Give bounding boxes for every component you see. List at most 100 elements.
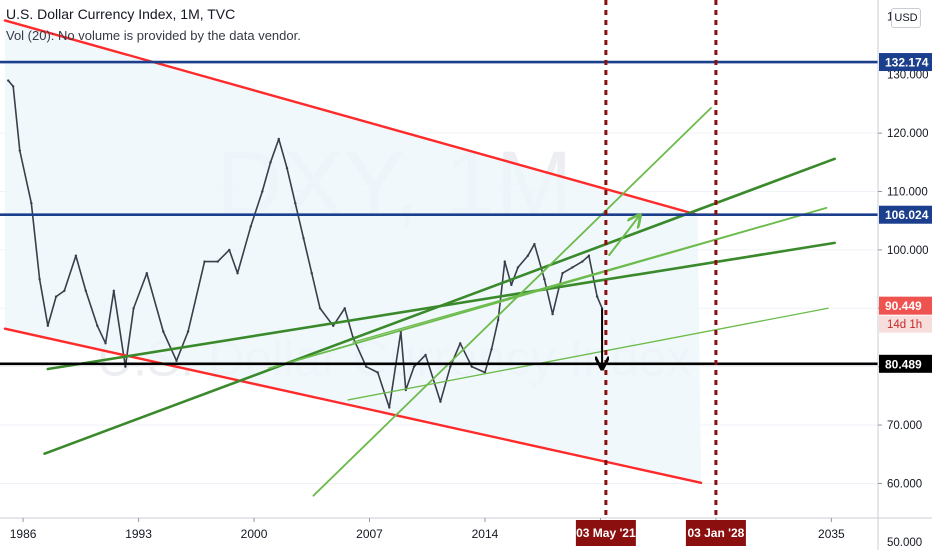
price-point	[186, 330, 190, 333]
date-marker-label-2: 03 Jan '28	[687, 526, 744, 540]
price-point	[145, 272, 149, 275]
level-label-3: 80.489	[885, 357, 922, 371]
price-point	[510, 283, 513, 287]
y-tick-label: 60.000	[887, 478, 922, 490]
y-tick-label: 120.000	[887, 128, 929, 140]
volume-note: Vol (20): No volume is provided by the d…	[6, 28, 301, 43]
price-point	[249, 225, 252, 228]
price-point	[595, 295, 599, 298]
price-point	[30, 201, 33, 205]
price-point	[104, 342, 107, 345]
date-marker-label-1: 03 May '21	[576, 526, 636, 540]
price-point	[269, 161, 272, 164]
level-label-2-bg	[879, 205, 932, 224]
price-axis-panel	[878, 0, 932, 550]
price-point	[11, 85, 15, 88]
price-point	[543, 277, 546, 281]
y-tick-label: 50.000	[887, 537, 922, 549]
price-line	[7, 80, 603, 409]
price-point	[496, 318, 500, 322]
x-tick-label: 1993	[125, 527, 152, 541]
date-marker-bg-2	[685, 520, 746, 546]
price-point	[63, 289, 66, 292]
price-point	[490, 347, 493, 351]
price-point	[503, 260, 506, 263]
price-point	[112, 289, 116, 292]
currency-button[interactable]: USD	[891, 8, 921, 28]
price-point	[228, 248, 231, 252]
price-point	[216, 260, 219, 263]
date-marker-bg-1	[575, 520, 636, 546]
price-point	[533, 242, 536, 246]
price-point	[38, 277, 41, 281]
current-price-label: 90.449	[885, 299, 922, 313]
price-point	[285, 166, 289, 170]
trend-line-2	[3, 327, 703, 485]
price-point	[96, 324, 99, 327]
price-point	[162, 330, 165, 333]
price-point	[332, 324, 335, 327]
price-point	[302, 237, 305, 240]
price-point	[46, 324, 50, 327]
trend-line-5	[312, 107, 712, 497]
time-axis-panel	[0, 518, 932, 550]
y-tick-label: 70.000	[887, 420, 922, 432]
price-point	[294, 201, 297, 205]
x-tick-label: 2007	[356, 527, 383, 541]
price-point	[236, 272, 239, 275]
price-point	[412, 365, 416, 368]
price-point	[439, 400, 442, 403]
trend-line-4	[46, 241, 836, 371]
price-point	[516, 266, 520, 269]
price-point	[18, 149, 21, 152]
price-point	[561, 272, 564, 275]
x-tick-label: 2000	[241, 527, 268, 541]
x-tick-label: 1986	[10, 527, 37, 541]
price-point	[132, 307, 135, 310]
y-tick-label: 110.000	[887, 187, 928, 199]
price-point	[581, 260, 584, 263]
price-point	[54, 295, 58, 298]
projection-arrow-1	[607, 215, 640, 257]
price-point	[84, 289, 87, 292]
y-tick-label: 130.000	[887, 70, 929, 82]
price-point	[7, 79, 10, 82]
price-point	[459, 342, 462, 345]
price-point	[343, 307, 346, 310]
level-label-1-bg	[879, 53, 932, 72]
countdown-bg	[879, 315, 932, 333]
price-point	[526, 254, 530, 257]
channel-shading	[4, 20, 702, 483]
price-point	[310, 272, 313, 275]
price-point	[203, 260, 206, 263]
price-point	[388, 406, 391, 409]
x-tick-label: 2035	[818, 527, 845, 541]
price-point	[449, 365, 452, 368]
trend-line-8	[347, 307, 829, 401]
trend-line-1	[3, 19, 699, 217]
y-tick-label: 100.000	[887, 245, 929, 257]
level-label-2: 106.024	[885, 208, 929, 222]
price-point	[318, 307, 322, 310]
price-point	[261, 190, 264, 193]
x-tick-label: 2014	[472, 527, 499, 541]
current-price-label-bg	[879, 296, 932, 315]
trend-line-7	[352, 207, 828, 343]
price-point	[470, 365, 473, 368]
price-point	[376, 371, 379, 374]
level-label-1: 132.174	[885, 56, 929, 70]
price-point	[424, 353, 427, 357]
price-point	[365, 365, 368, 368]
chart-title: U.S. Dollar Currency Index, 1M, TVC	[6, 6, 236, 22]
price-point	[74, 254, 78, 257]
price-point	[175, 359, 178, 363]
price-point	[571, 266, 574, 269]
price-point	[551, 312, 554, 316]
level-label-3-bg	[879, 354, 932, 373]
price-point	[587, 254, 591, 257]
price-point	[124, 365, 127, 368]
price-point	[277, 137, 280, 141]
countdown-label: 14d 1h	[887, 319, 922, 331]
